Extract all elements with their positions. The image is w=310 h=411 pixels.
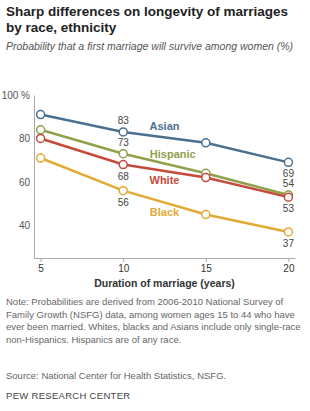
x-axis-line <box>35 258 296 259</box>
data-label: 83 <box>118 115 130 126</box>
series-line <box>41 138 289 197</box>
data-label: 53 <box>283 203 295 214</box>
note: Note: Probabilities are derived from 200… <box>6 296 304 346</box>
x-tick: 15 <box>201 258 213 274</box>
x-axis: 5 10 15 20 <box>35 258 296 274</box>
y-tick: 40 <box>19 220 34 231</box>
data-label: 37 <box>283 238 295 249</box>
series-label: White <box>150 174 180 186</box>
point-marker <box>284 193 292 201</box>
x-tick-label: 5 <box>38 263 44 274</box>
series-label: Hispanic <box>150 148 196 160</box>
credit: PEW RESEARCH CENTER <box>6 390 304 401</box>
x-tick-label: 20 <box>283 263 295 274</box>
data-label: 56 <box>118 197 130 208</box>
point-marker <box>37 126 45 134</box>
x-tick-mark <box>206 258 207 262</box>
x-tick: 20 <box>283 258 295 274</box>
point-marker <box>37 154 45 162</box>
source: Source: National Center for Health Stati… <box>6 370 304 383</box>
point-marker <box>202 211 210 219</box>
x-tick-mark <box>123 258 124 262</box>
x-tick: 10 <box>118 258 130 274</box>
point-marker <box>202 174 210 182</box>
point-marker <box>37 134 45 142</box>
point-marker <box>119 128 127 136</box>
x-tick-mark <box>41 258 42 262</box>
series-label: Asian <box>150 120 180 132</box>
x-axis-title: Duration of marriage (years) <box>94 277 235 289</box>
x-tick-label: 10 <box>118 263 130 274</box>
y-tick-label: 80 <box>19 133 31 144</box>
point-marker <box>202 139 210 147</box>
plot-area <box>37 111 293 236</box>
data-label: 68 <box>118 171 130 182</box>
y-tick-label: 100 % <box>2 90 30 101</box>
title: Sharp differences on longevity of marria… <box>6 4 304 36</box>
series-label: Black <box>150 206 180 218</box>
data-label: 73 <box>118 137 130 148</box>
y-axis-line <box>34 96 35 259</box>
y-tick: 60 <box>19 177 34 188</box>
point-marker <box>119 150 127 158</box>
point-marker <box>119 187 127 195</box>
point-marker <box>37 111 45 119</box>
y-tick-label: 60 <box>19 177 31 188</box>
y-axis: 40 60 80 100 % <box>2 90 35 259</box>
y-tick: 80 <box>19 133 34 144</box>
subtitle: Probability that a first marriage will s… <box>6 40 304 53</box>
point-marker <box>119 161 127 169</box>
series-line <box>41 130 289 195</box>
annotations: AsianHispanicWhiteBlack8369735468535637 <box>118 115 295 249</box>
data-label: 54 <box>283 178 295 189</box>
x-tick-label: 15 <box>201 263 213 274</box>
x-tick-mark <box>288 258 289 262</box>
y-tick-label: 40 <box>19 220 31 231</box>
series-line <box>41 158 289 232</box>
series-line <box>41 115 289 163</box>
y-tick: 100 % <box>2 90 34 101</box>
point-marker <box>284 158 292 166</box>
x-tick: 5 <box>38 258 44 274</box>
point-marker <box>284 228 292 236</box>
